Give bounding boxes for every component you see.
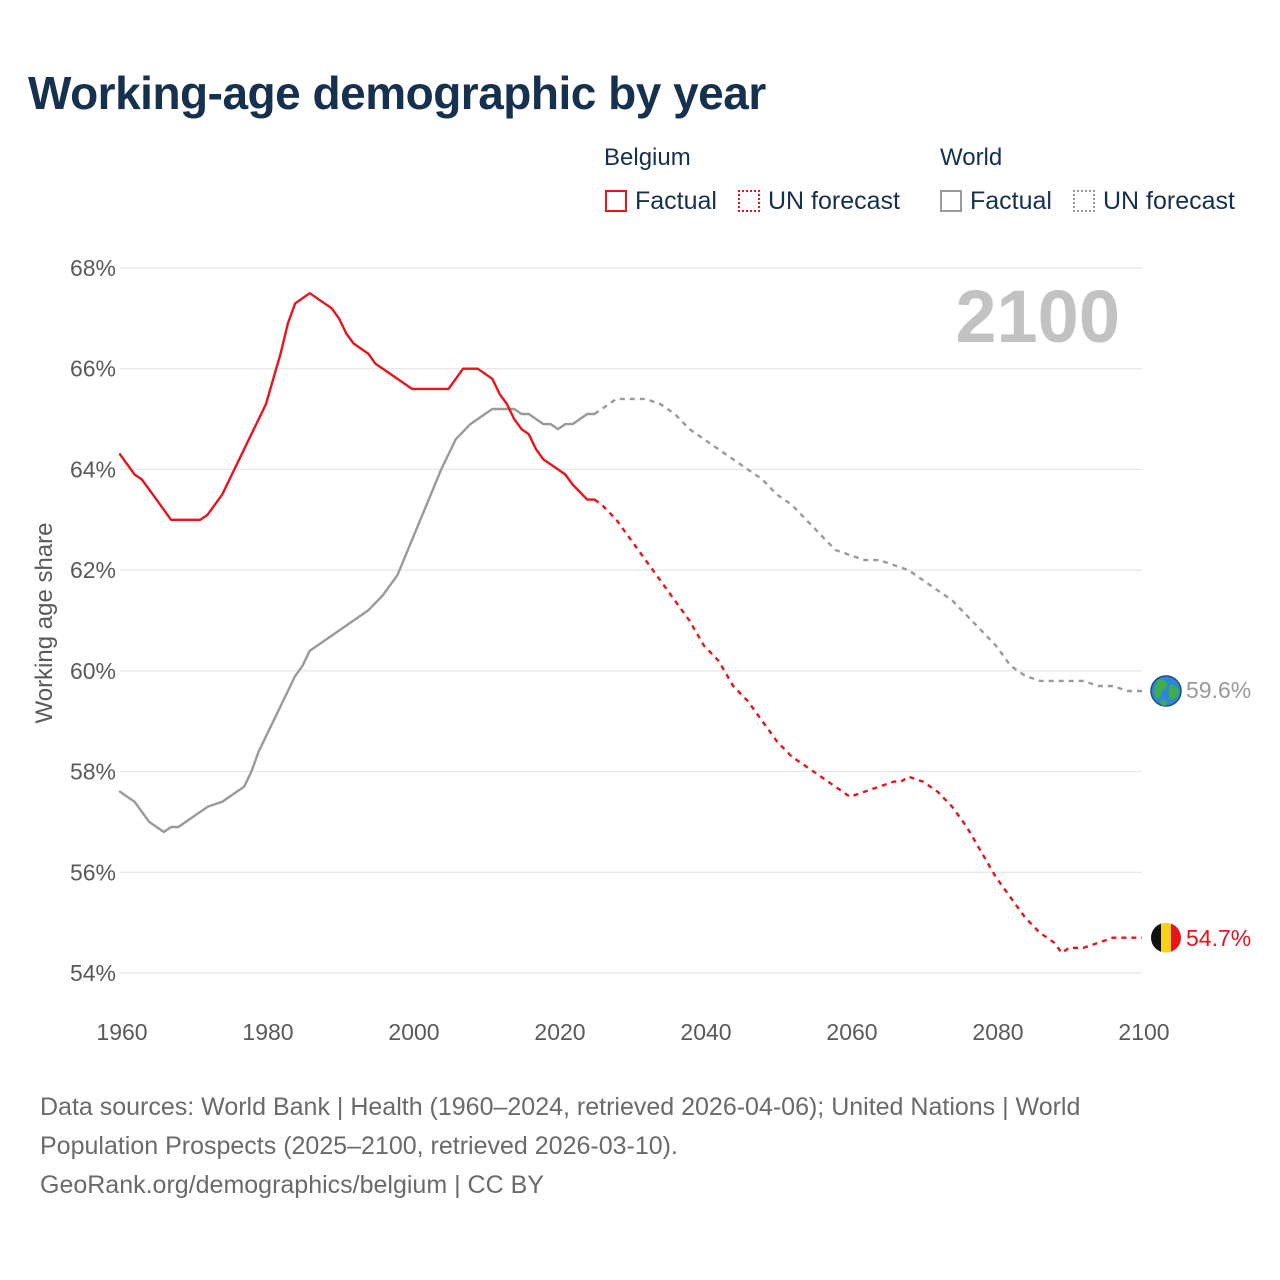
x-tick-label: 2020 [534, 1019, 585, 1045]
legend-belgium-forecast[interactable]: UN forecast [738, 186, 900, 216]
series-lines [118, 292, 1142, 955]
x-tick-label: 2100 [1118, 1019, 1169, 1045]
grid-lines [120, 267, 1142, 974]
world-end-label: 59.6% [1186, 677, 1251, 703]
legend-swatch-belgium-factual [605, 190, 627, 212]
x-tick-label: 1960 [96, 1019, 147, 1045]
legend-world-factual[interactable]: Factual [940, 186, 1052, 216]
legend-belgium-title: Belgium [604, 144, 691, 171]
y-tick-label: 56% [70, 859, 116, 885]
y-tick-label: 66% [70, 356, 116, 382]
legend-world-title: World [940, 144, 1003, 171]
legend-swatch-belgium-forecast [738, 190, 760, 212]
belgium-end-label: 54.7% [1186, 925, 1251, 951]
line-chart: 54% 56% 58% 60% 62% 64% 66% 68% 1960 1980 2000 202… [31, 255, 1251, 1045]
y-tick-label: 54% [70, 960, 116, 986]
legend-world-forecast[interactable]: UN forecast [1073, 186, 1235, 216]
belgium-flag-icon [1151, 922, 1181, 953]
footer-line-2: Population Prospects (2025–2100, retriev… [40, 1132, 678, 1160]
y-axis-ticks: 54% 56% 58% 60% 62% 64% 66% 68% [70, 255, 116, 986]
x-tick-label: 1980 [242, 1019, 293, 1045]
y-tick-label: 68% [70, 255, 116, 281]
belgium-un-forecast-line [593, 498, 1142, 955]
legend-label-belgium-forecast: UN forecast [768, 186, 900, 215]
footer-sources: Data sources: World Bank | Health (1960–… [40, 1088, 1240, 1205]
footer-line-3[interactable]: GeoRank.org/demographics/belgium | CC BY [40, 1171, 544, 1199]
x-tick-label: 2040 [680, 1019, 731, 1045]
y-axis-label: Working age share [31, 523, 58, 724]
y-tick-label: 62% [70, 557, 116, 583]
legend-label-belgium-factual: Factual [635, 186, 717, 215]
belgium-factual-line [118, 292, 596, 521]
current-year-label: 2100 [955, 275, 1120, 358]
legend-swatch-world-factual [940, 190, 962, 212]
world-un-forecast-line [593, 397, 1142, 693]
globe-icon [1150, 675, 1182, 707]
page-title: Working-age demographic by year [28, 67, 766, 119]
legend-label-world-forecast: UN forecast [1103, 186, 1235, 215]
legend-swatch-world-forecast [1073, 190, 1095, 212]
world-factual-line [118, 407, 596, 834]
footer-line-1: Data sources: World Bank | Health (1960–… [40, 1093, 1081, 1121]
x-tick-label: 2080 [972, 1019, 1023, 1045]
y-tick-label: 64% [70, 456, 116, 482]
y-tick-label: 58% [70, 759, 116, 785]
legend-label-world-factual: Factual [970, 186, 1052, 215]
x-axis-ticks: 1960 1980 2000 2020 2040 2060 2080 2100 [96, 1019, 1169, 1045]
x-tick-label: 2060 [826, 1019, 877, 1045]
legend-belgium-factual[interactable]: Factual [605, 186, 717, 216]
y-tick-label: 60% [70, 658, 116, 684]
x-tick-label: 2000 [388, 1019, 439, 1045]
